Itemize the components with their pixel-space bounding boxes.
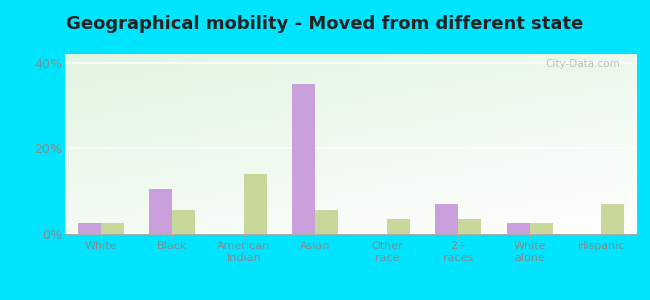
Bar: [530, 223, 552, 234]
Bar: [292, 84, 315, 234]
Bar: [315, 210, 338, 234]
Bar: [101, 223, 124, 234]
Bar: [150, 189, 172, 234]
Bar: [601, 204, 624, 234]
Bar: [172, 210, 195, 234]
Bar: [458, 219, 481, 234]
Bar: [78, 223, 101, 234]
Bar: [244, 174, 266, 234]
Text: Geographical mobility - Moved from different state: Geographical mobility - Moved from diffe…: [66, 15, 584, 33]
Text: City-Data.com: City-Data.com: [545, 59, 620, 69]
Bar: [436, 204, 458, 234]
Bar: [387, 219, 410, 234]
Bar: [507, 223, 530, 234]
